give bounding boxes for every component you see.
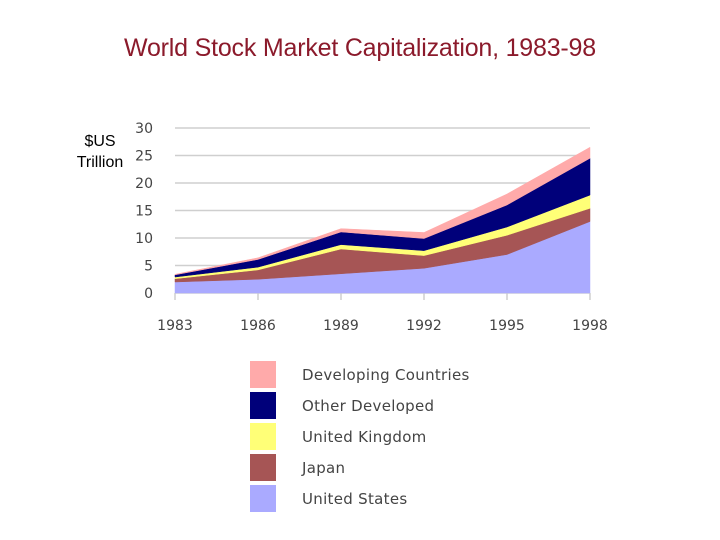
y-tick-label-15: 15 — [135, 204, 153, 220]
legend-swatch-other-developed — [250, 392, 276, 419]
x-tick-label-1998: 1998 — [572, 318, 608, 334]
y-axis-label-line2: Trillion — [76, 154, 124, 171]
legend-label-other-developed: Other Developed — [302, 397, 435, 415]
area-developing-countries — [174, 146, 591, 276]
y-tick-label-20: 20 — [135, 176, 153, 192]
y-tick-label-5: 5 — [144, 259, 153, 275]
x-tick-label-1989: 1989 — [323, 318, 359, 334]
y-axis-label: $US Trillion — [70, 131, 130, 173]
y-tick-label-0: 0 — [144, 286, 153, 302]
x-tick-label-1995: 1995 — [489, 318, 525, 334]
legend-swatch-united-states — [250, 485, 276, 512]
y-tick-label-30: 30 — [135, 121, 153, 137]
legend-label-japan: Japan — [302, 459, 346, 477]
legend-swatch-developing-countries — [250, 361, 276, 388]
legend-label-developing-countries: Developing Countries — [302, 366, 470, 384]
legend-label-united-kingdom: United Kingdom — [302, 428, 427, 446]
x-tick-label-1992: 1992 — [406, 318, 442, 334]
legend-label-united-states: United States — [302, 490, 408, 508]
y-tick-label-25: 25 — [135, 149, 153, 165]
y-axis-label-line1: $US — [84, 133, 116, 150]
stacked-area-chart: 0 5 10 15 20 25 30 1983 1986 1989 1992 1995 1998 — [135, 121, 608, 334]
chart-title: World Stock Market Capitalization, 1983-… — [124, 34, 596, 62]
y-tick-label-10: 10 — [135, 231, 153, 247]
x-tick-label-1986: 1986 — [240, 318, 276, 334]
x-tick-label-1983: 1983 — [157, 318, 193, 334]
legend-swatch-japan — [250, 454, 276, 481]
legend-swatch-united-kingdom — [250, 423, 276, 450]
